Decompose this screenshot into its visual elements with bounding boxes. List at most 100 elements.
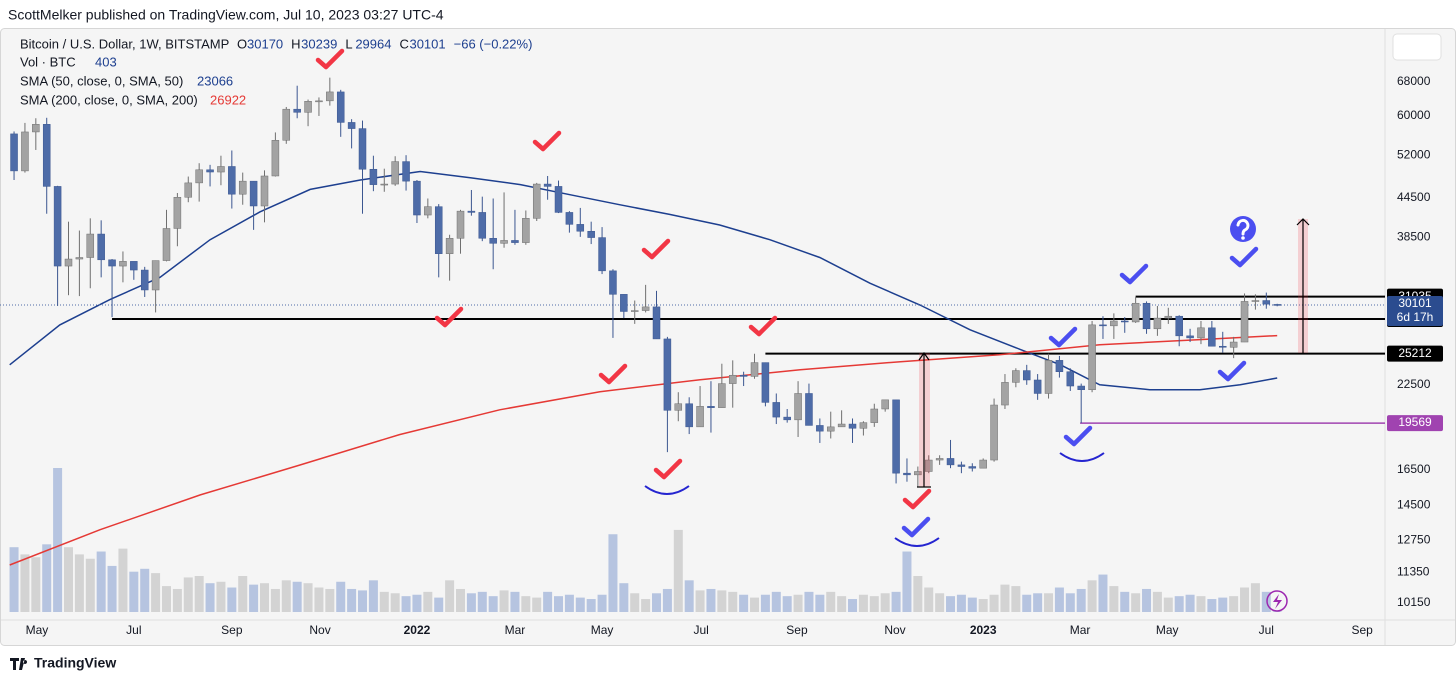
volume-bar	[1163, 597, 1173, 612]
candle-body	[1262, 300, 1271, 305]
candle-body	[108, 259, 116, 267]
candle-body	[1131, 302, 1140, 323]
check-mark	[1229, 246, 1259, 268]
volume-bar	[118, 548, 128, 612]
candle-body	[358, 128, 367, 170]
candle-body	[739, 374, 748, 377]
candle-body	[10, 133, 18, 172]
volume-bar	[946, 596, 956, 612]
x-tick-label: May	[591, 623, 614, 637]
candle-body	[1208, 327, 1216, 347]
volume-bar	[1240, 587, 1250, 612]
level-label-box	[1387, 345, 1443, 362]
volume-bar	[477, 591, 487, 612]
candle-body	[761, 362, 770, 403]
candle-body	[402, 161, 410, 182]
legend-ohlc-value: 30170	[247, 36, 283, 51]
legend-change: −66 (−0.22%)	[454, 36, 533, 51]
volume-bar	[358, 590, 368, 612]
plot	[0, 77, 1385, 612]
volume-bar	[597, 594, 607, 612]
candle-body	[946, 458, 955, 466]
candle-body	[826, 426, 835, 432]
volume-bar	[445, 580, 455, 612]
candle-body	[990, 404, 998, 461]
x-tick-label: Sep	[1351, 623, 1373, 637]
volume-bar	[1044, 593, 1054, 612]
volume-bar	[1065, 593, 1075, 612]
volume-bar	[107, 565, 117, 612]
volume-bar	[227, 587, 237, 612]
legend-volume-value: 403	[95, 54, 117, 69]
current-price-label: 30101	[1398, 296, 1432, 310]
candle-body	[794, 393, 802, 421]
volume-bar	[1250, 583, 1260, 612]
sma-line	[9, 170, 1278, 391]
candle-body	[685, 403, 693, 428]
check-mark	[1063, 425, 1093, 447]
candle-body	[434, 206, 443, 254]
candle-body	[478, 212, 487, 239]
volume-bar	[466, 593, 476, 612]
candle-body	[935, 458, 944, 461]
y-tick-label: 38500	[1397, 230, 1431, 244]
candle-body	[53, 186, 62, 267]
candle-body	[195, 169, 203, 184]
volume-bar	[325, 588, 335, 612]
volume-bar	[292, 581, 302, 612]
volume-bar	[1131, 593, 1141, 612]
volume-bar	[216, 581, 226, 612]
candle-body	[1153, 317, 1162, 330]
candle-body	[1110, 320, 1118, 327]
volume-bar	[793, 594, 803, 612]
volume-bar	[750, 597, 760, 612]
volume-bar	[423, 591, 433, 612]
volume-bar	[782, 596, 792, 612]
candle-body	[511, 240, 519, 243]
candle-body	[728, 374, 737, 384]
legend-ohlc-value: 30101	[409, 36, 445, 51]
legend-volume-name: Vol · BTC	[20, 54, 76, 69]
candle-body	[587, 230, 595, 238]
legend-ohlc-value: 30239	[301, 36, 337, 51]
volume-bar	[815, 594, 825, 612]
volume-bar	[401, 596, 411, 612]
candle-body	[445, 238, 454, 254]
volume-bar	[96, 551, 106, 612]
volume-bar	[1120, 591, 1130, 612]
candle-body	[598, 237, 606, 272]
volume-bar	[259, 583, 269, 612]
candle-body	[630, 310, 639, 312]
candle-body	[532, 183, 541, 219]
x-tick-label: Jul	[126, 623, 141, 637]
volume-bar	[739, 594, 749, 612]
volume-bar	[1033, 593, 1043, 612]
countdown-label: 6d 17h	[1397, 310, 1434, 324]
candle-body	[641, 306, 650, 311]
replay-icon[interactable]	[1266, 590, 1288, 612]
volume-bar	[1011, 586, 1021, 612]
legend-sma200: SMA (200, close, 0, SMA, 200)	[20, 92, 198, 107]
volume-bar	[347, 588, 357, 612]
volume-bar	[336, 581, 346, 612]
volume-bar	[63, 547, 73, 612]
volume-bar	[9, 547, 19, 612]
volume-bar	[630, 593, 640, 612]
candle-body	[42, 124, 51, 187]
candle-body	[892, 399, 900, 474]
candle-body	[914, 471, 922, 476]
candle-body	[162, 228, 171, 261]
candle-body	[870, 408, 879, 423]
legend-sma50-value: 23066	[197, 73, 233, 88]
candle-body	[238, 180, 247, 195]
volume-bar	[1054, 587, 1064, 612]
candle-body	[522, 218, 530, 243]
volume-bar	[412, 594, 422, 612]
volume-bar	[205, 583, 215, 612]
candle-body	[391, 161, 399, 185]
volume-bar	[695, 590, 705, 612]
toolbar-button[interactable]	[1392, 33, 1442, 61]
candle-body	[816, 425, 824, 432]
candle-body	[140, 269, 149, 291]
candle-body	[424, 206, 432, 216]
